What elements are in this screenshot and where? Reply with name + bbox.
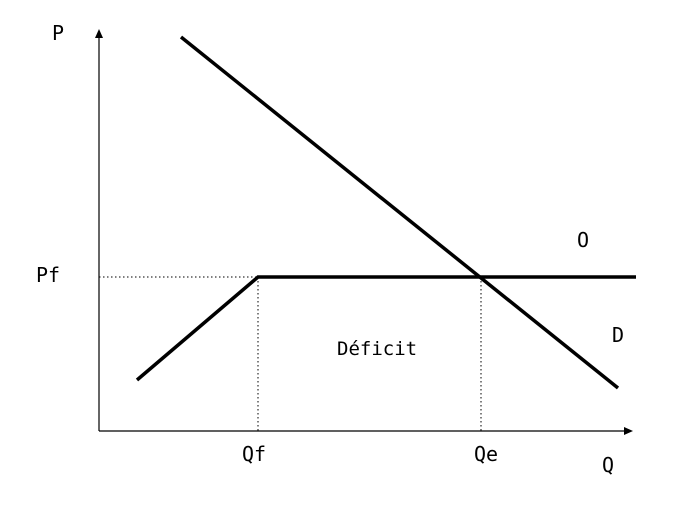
x-axis-label: Q <box>602 453 614 477</box>
deficit-region-label: Déficit <box>337 338 417 360</box>
qf-label: Qf <box>242 442 266 466</box>
y-axis-label: P <box>52 21 64 45</box>
supply-curve <box>135 275 636 382</box>
pf-label: Pf <box>36 263 60 287</box>
supply-curve-label: O <box>577 228 589 252</box>
qe-label: Qe <box>474 442 498 466</box>
demand-curve <box>179 35 620 390</box>
demand-curve-label: D <box>612 323 624 347</box>
